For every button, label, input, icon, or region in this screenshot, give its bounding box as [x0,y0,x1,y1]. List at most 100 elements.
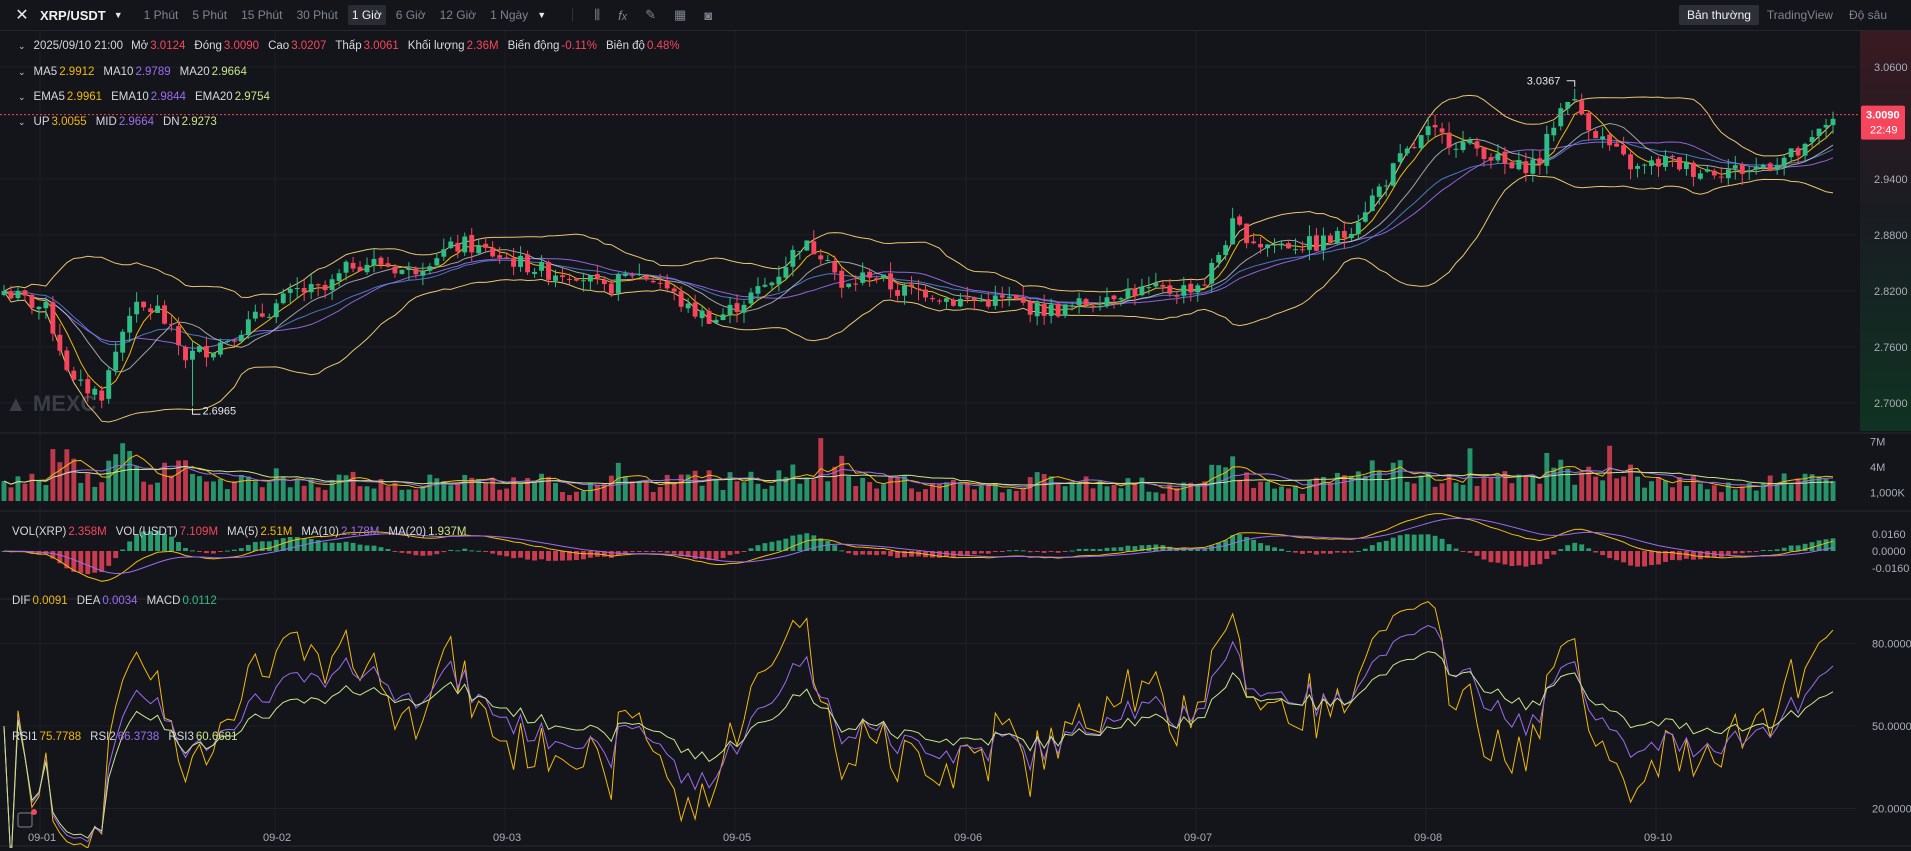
timeframe-2[interactable]: 15 Phút [241,8,283,22]
timeframe-5[interactable]: 6 Giờ [395,8,426,22]
volume-bar-152 [1062,486,1068,501]
macd-bar-123 [860,551,866,555]
volume-bar-237 [1656,477,1661,501]
macd-bar-41 [287,537,293,551]
volume-bar-64 [448,485,454,501]
candle-body-146 [1020,297,1026,303]
macd-bar-65 [455,550,461,552]
volume-bar-165 [1153,492,1159,501]
candle-body-132 [923,289,928,298]
candle-body-46 [322,284,328,291]
ma20-line [3,141,1834,349]
timeframe-3[interactable]: 30 Phút [296,8,338,22]
timeframe-1[interactable]: 5 Phút [192,8,228,22]
pencil-draw-icon[interactable]: ✎ [645,7,657,22]
candle-body-105 [734,303,740,312]
macd-bar-258 [1802,543,1808,551]
volume-bar-65 [455,483,461,501]
collapse-chevron-icon[interactable]: ⌄ [18,66,26,77]
volume-bar-75 [525,477,531,501]
candle-body-180 [1258,243,1264,248]
volume-bar-40 [280,477,286,501]
timeframe-7[interactable]: 1 Ngày [490,8,529,22]
volume-bar-244 [1704,489,1710,501]
macd-bar-137 [957,551,963,557]
macd-bar-112 [783,538,789,551]
collapse-chevron-icon[interactable]: ⌄ [18,116,26,127]
macd-bar-98 [685,551,691,557]
collapse-chevron-icon[interactable]: ⌄ [18,40,26,51]
macd-bar-104 [727,551,733,556]
candle-body-25 [176,326,181,346]
timeframe-dropdown-icon[interactable]: ▼ [537,10,547,20]
camera-icon[interactable]: ◙ [704,7,713,23]
volume-bar-219 [1530,475,1536,501]
candle-body-258 [1802,143,1808,156]
macd-bar-63 [441,551,447,553]
macd-bar-229 [1600,551,1606,556]
mexc-watermark: ▲ MEXC [5,391,97,416]
view-tab-0[interactable]: Bản thường [1678,5,1759,25]
candle-body-166 [1160,284,1166,287]
volume-bar-54 [378,479,384,501]
boll-label-2: DN [163,116,180,128]
macd-bar-106 [741,551,747,552]
candle-body-99 [692,302,698,317]
volume-bar-229 [1600,480,1606,501]
candle-body-135 [943,298,949,302]
rsi3-line [3,651,1834,851]
macd-bar-62 [434,551,440,555]
volume-bar-34 [238,475,244,501]
candle-body-137 [957,298,963,307]
chevron-down-icon[interactable]: ▼ [113,10,123,20]
macd-bar-256 [1788,545,1794,551]
candle-body-261 [1823,124,1829,128]
candle-body-5 [36,306,42,310]
indicator-bars-icon[interactable]: ⫼ [594,7,601,22]
macd-bar-100 [699,551,705,559]
candle-body-197 [1376,186,1382,197]
macd-bar-48 [336,542,342,551]
macd-bar-206 [1439,538,1445,551]
macd-bar-164 [1146,544,1152,551]
volume-bar-138 [964,482,970,501]
macd-bar-240 [1676,551,1682,561]
volume-bar-130 [909,488,914,501]
candle-body-153 [1069,305,1075,307]
volume-bar-14 [99,482,105,501]
candle-body-203 [1418,135,1424,149]
candle-body-149 [1041,304,1047,316]
candle-body-207 [1446,132,1452,148]
macd-bar-81 [567,551,572,561]
macd-bar-177 [1237,534,1243,551]
function-fx-icon[interactable]: fx [618,7,628,23]
volume-bar-0 [1,481,7,501]
macd-bar-86 [601,551,607,557]
layout-grid-icon[interactable]: ▦ [674,7,687,22]
candle-body-93 [650,280,656,283]
top-toolbar: ✕ XRP/USDT ▼ 1 Phút 5 Phút 15 Phút 30 Phút 1… [0,0,1911,31]
time-tick-7: 09-10 [1644,832,1672,844]
timeframe-4[interactable]: 1 Giờ [347,5,386,25]
macd-bar-90 [629,551,635,553]
view-tab-1[interactable]: TradingView [1766,8,1833,22]
candle-body-244 [1704,169,1710,172]
timeframe-0[interactable]: 1 Phút [143,8,179,22]
collapse-chevron-icon[interactable]: ⌄ [18,91,26,102]
macd-bar-213 [1488,551,1494,563]
volume-bar-134 [937,483,942,501]
candle-body-109 [762,284,768,287]
rsi-label-0: RSI1 [12,731,38,743]
volume-bar-188 [1313,477,1319,501]
symbol-label[interactable]: XRP/USDT [40,7,106,23]
candle-body-39 [273,303,279,318]
view-tab-2[interactable]: Độ sâu [1848,8,1887,22]
macd-bar-172 [1202,548,1208,551]
volume-bar-184 [1286,488,1291,501]
candlestick-chart[interactable]: 3.0600 2.9400 2.8800 2.8200 2.7600 2.7000 ▲ ME… [0,31,1911,851]
volume-bar-224 [1565,468,1571,501]
timeframe-6[interactable]: 12 Giờ [439,8,477,22]
price-tick-1: 2.9400 [1874,174,1908,186]
chart-area[interactable]: 3.0600 2.9400 2.8800 2.8200 2.7600 2.7000 ▲ ME… [0,31,1911,851]
macd-bar-204 [1425,534,1431,551]
